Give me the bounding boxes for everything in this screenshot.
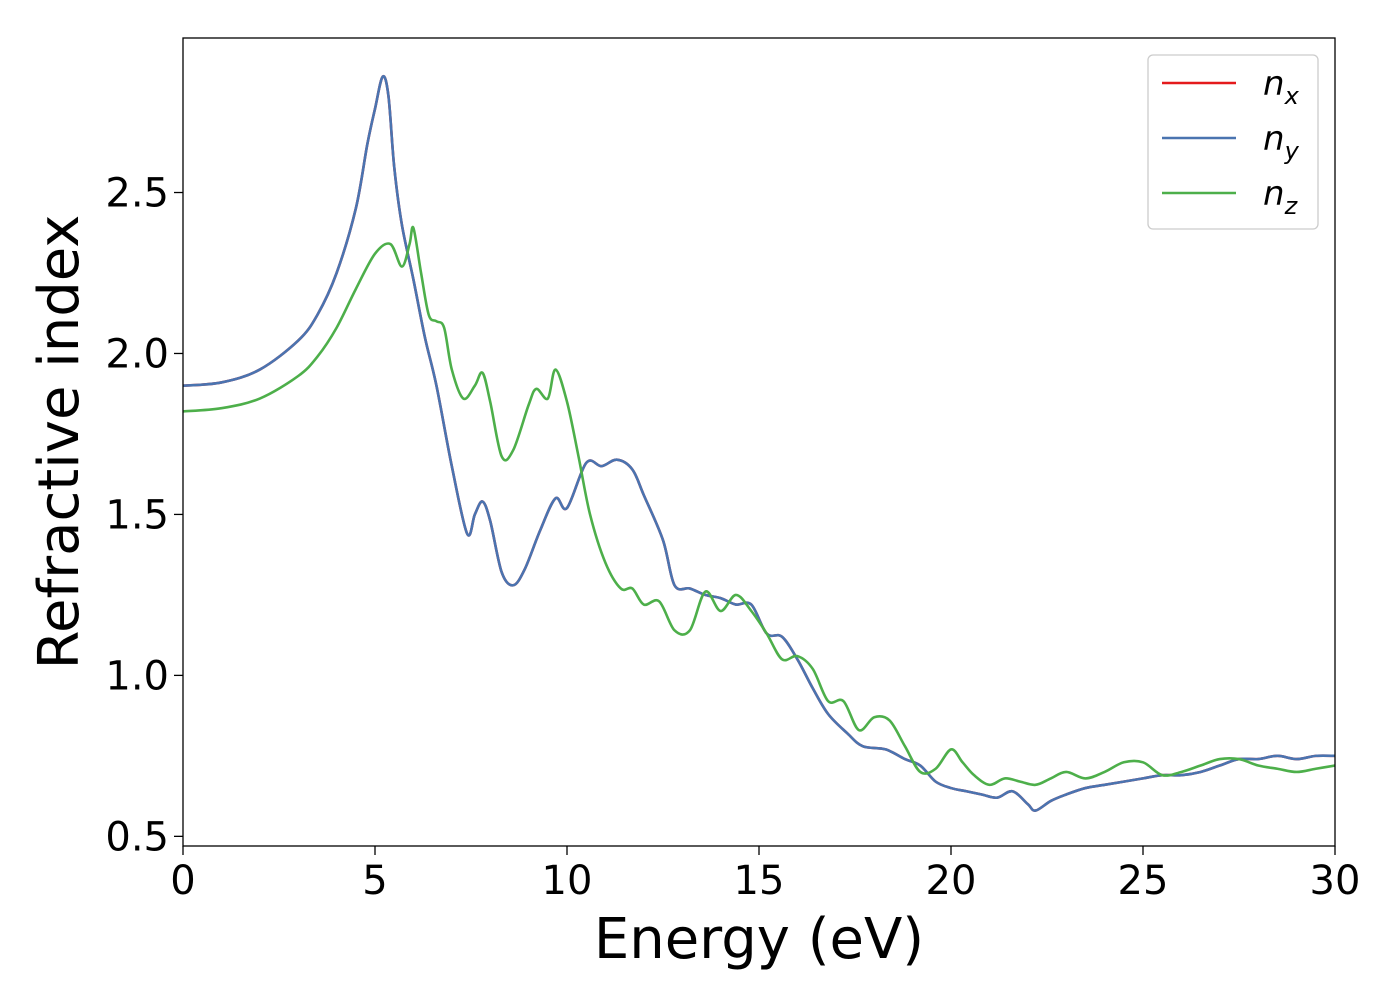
x-axis-title: Energy (eV) [594, 907, 924, 972]
y-axis-title: Refractive index [27, 215, 92, 670]
x-tick-label: 0 [170, 858, 195, 904]
x-tick-label: 20 [926, 858, 977, 904]
legend-label-nx: nx [1263, 64, 1300, 110]
y-tick-label: 1.0 [105, 653, 169, 699]
x-tick-label: 10 [542, 858, 593, 904]
x-tick-label: 30 [1310, 858, 1361, 904]
y-tick-label: 2.5 [105, 171, 169, 217]
legend-label-ny: ny [1263, 119, 1300, 165]
x-tick-label: 15 [734, 858, 785, 904]
series-line-nz [183, 225, 1335, 787]
x-tick-label: 25 [1118, 858, 1169, 904]
x-tick-label: 5 [362, 858, 387, 904]
series-line-ny [183, 74, 1335, 812]
y-tick-label: 0.5 [105, 814, 169, 860]
y-tick-label: 2.0 [105, 331, 169, 377]
y-axis: 0.5 1.0 1.5 2.0 2.5 [105, 171, 183, 860]
legend-box [1147, 54, 1319, 230]
y-tick-label: 1.5 [105, 492, 169, 538]
series-layer [183, 74, 1335, 812]
x-axis: 0 5 10 15 20 25 30 [170, 846, 1360, 904]
